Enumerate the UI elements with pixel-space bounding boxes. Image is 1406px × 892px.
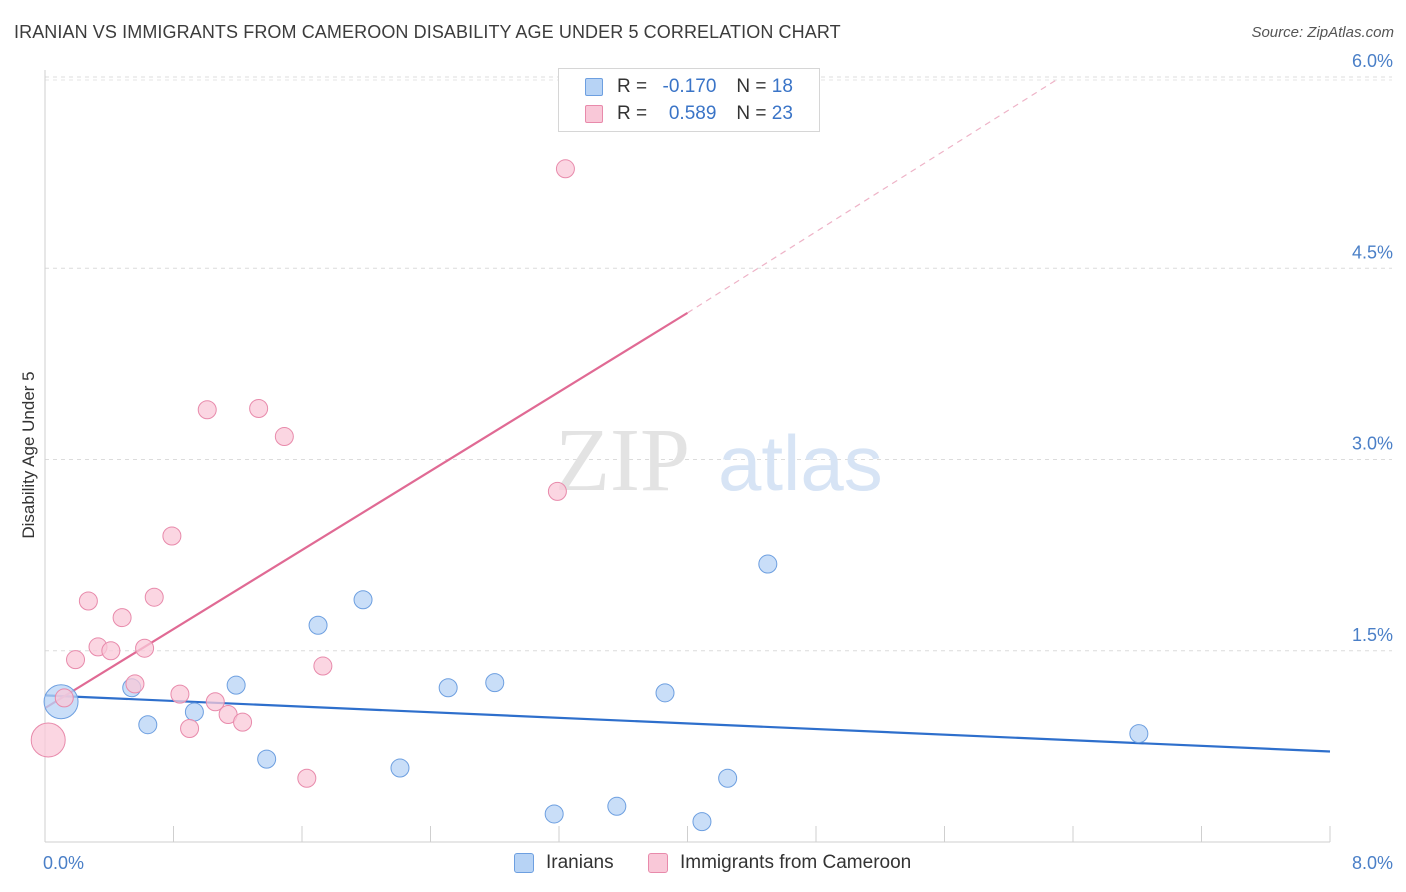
legend-label-cameroon: Immigrants from Cameroon <box>680 852 912 873</box>
legend-label-iranians: Iranians <box>546 852 614 873</box>
point-cameroon-12 <box>180 719 200 739</box>
x-tick-label-1: 8.0% <box>1352 853 1393 873</box>
point-iranians-12 <box>607 796 627 816</box>
point-cameroon-18 <box>274 427 294 447</box>
legend-swatch-iranians <box>585 78 603 96</box>
point-iranians-8 <box>390 758 410 778</box>
point-cameroon-2 <box>66 650 86 670</box>
point-cameroon-20 <box>313 656 333 676</box>
point-cameroon-21 <box>547 481 567 501</box>
point-cameroon-8 <box>135 638 155 658</box>
legend-r-label: R = <box>617 103 648 124</box>
y-tick-label-1: 3.0% <box>1352 434 1393 454</box>
point-cameroon-6 <box>112 608 132 628</box>
legend-n-value: 23 <box>771 103 793 124</box>
legend-swatch-cameroon <box>585 105 603 123</box>
legend-row-iranians: R = -0.170 N = 18 <box>585 75 793 99</box>
point-iranians-15 <box>718 768 738 788</box>
axes <box>44 70 1331 843</box>
legend-n-label: N = <box>736 76 767 97</box>
legend-r-value: 0.589 <box>668 103 717 124</box>
legend-row-cameroon: R = 0.589 N = 23 <box>585 102 793 126</box>
y-tick-label-3: 6.0% <box>1352 51 1393 71</box>
legend-r-label: R = <box>617 76 648 97</box>
source-label: Source: ZipAtlas.com <box>1251 24 1394 41</box>
point-cameroon-14 <box>205 692 225 712</box>
point-iranians-11 <box>544 804 564 824</box>
point-cameroon-22 <box>555 159 575 179</box>
legend-n-label: N = <box>736 103 767 124</box>
point-iranians-3 <box>184 702 204 722</box>
watermark-atlas: atlas <box>718 419 883 507</box>
point-iranians-2 <box>138 715 158 735</box>
point-iranians-13 <box>655 683 675 703</box>
legend-n-value: 18 <box>771 76 793 97</box>
point-iranians-17 <box>1129 724 1149 744</box>
y-tick-label-0: 1.5% <box>1352 625 1393 645</box>
watermark: ZIP atlas <box>555 411 883 510</box>
point-cameroon-7 <box>125 674 145 694</box>
point-cameroon-13 <box>197 400 217 420</box>
y-tick-label-2: 4.5% <box>1352 242 1393 262</box>
watermark-zip: ZIP <box>555 411 690 510</box>
legend-r-value: -0.170 <box>662 76 717 97</box>
trend-line-0 <box>44 694 1331 753</box>
x-tick-label-0: 0.0% <box>43 853 84 873</box>
legend-item-cameroon: Immigrants from Cameroon <box>648 852 911 874</box>
trend-lines <box>44 79 1331 753</box>
point-cameroon-5 <box>101 641 121 661</box>
trend-line-extension-1 <box>687 79 1058 314</box>
point-cameroon-17 <box>249 399 269 418</box>
point-cameroon-9 <box>144 587 164 607</box>
grid-lines <box>45 76 1392 652</box>
point-cameroon-0 <box>30 722 66 758</box>
point-cameroon-16 <box>233 712 253 732</box>
point-iranians-14 <box>692 812 712 832</box>
point-cameroon-1 <box>54 688 74 708</box>
point-iranians-5 <box>257 749 277 769</box>
point-iranians-6 <box>308 615 328 635</box>
legend-swatch-iranians <box>514 853 534 873</box>
point-iranians-9 <box>438 678 458 698</box>
y-axis-label: Disability Age Under 5 <box>19 371 38 538</box>
trend-line-1 <box>44 311 689 710</box>
point-cameroon-11 <box>170 684 190 704</box>
point-cameroon-19 <box>297 768 317 788</box>
point-iranians-7 <box>353 590 373 610</box>
point-cameroon-3 <box>78 591 98 611</box>
series-legend: Iranians Immigrants from Cameroon <box>0 852 1406 878</box>
chart-title: IRANIAN VS IMMIGRANTS FROM CAMEROON DISA… <box>14 22 841 42</box>
point-iranians-16 <box>758 554 778 574</box>
tick-labels: 1.5% 3.0% 4.5% 6.0% 0.0% 8.0% <box>43 51 1393 873</box>
legend-item-iranians: Iranians <box>514 852 614 874</box>
point-iranians-10 <box>485 673 505 693</box>
point-cameroon-10 <box>162 526 182 546</box>
point-iranians-4 <box>226 675 246 695</box>
legend-swatch-cameroon <box>648 853 668 873</box>
data-points <box>30 159 1149 832</box>
correlation-legend: R = -0.170 N = 18 R = 0.589 N = 23 <box>558 68 820 132</box>
